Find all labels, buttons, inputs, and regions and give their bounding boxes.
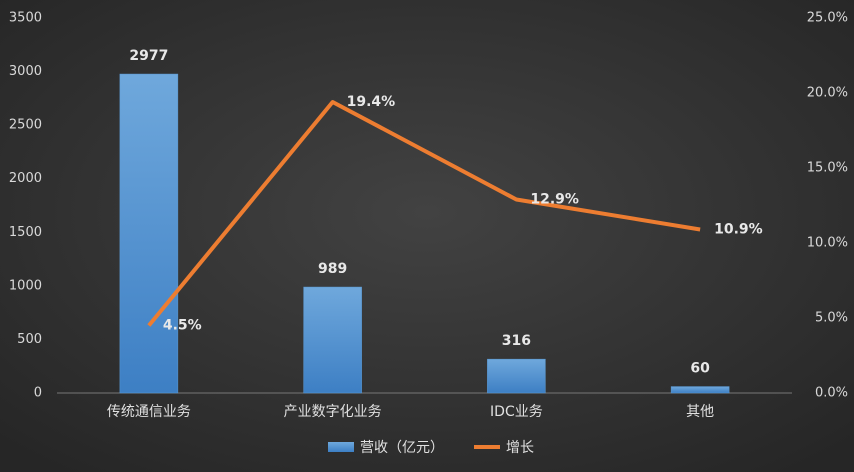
x-tick-label: 其他 [686, 404, 714, 420]
y-tick-label: 3000 [9, 64, 42, 79]
y2-tick-label: 20.0% [807, 86, 848, 101]
x-tick-label: IDC业务 [490, 404, 543, 420]
line-value-label: 10.9% [714, 222, 763, 238]
y-tick-label: 1500 [9, 225, 42, 240]
y2-tick-label: 5.0% [815, 311, 848, 326]
bar [119, 73, 179, 394]
bar-value-label: 316 [502, 333, 531, 349]
legend-label: 增长 [506, 440, 534, 456]
y-tick-label: 500 [17, 332, 42, 347]
line-value-label: 19.4% [347, 94, 396, 110]
y-tick-label: 2000 [9, 171, 42, 186]
line [147, 100, 701, 327]
line-value-label: 4.5% [163, 318, 202, 334]
legend-swatch [328, 442, 354, 452]
bar-value-label: 989 [318, 261, 347, 277]
bar-value-label: 2977 [129, 48, 168, 64]
y2-tick-label: 0.0% [815, 386, 848, 401]
bar [670, 386, 730, 394]
x-tick-label: 产业数字化业务 [284, 404, 382, 420]
y2-tick-label: 25.0% [807, 11, 848, 26]
y2-tick-label: 10.0% [807, 236, 848, 251]
y-tick-label: 2500 [9, 118, 42, 133]
bar [487, 358, 546, 394]
y-tick-label: 3500 [9, 11, 42, 26]
y2-tick-label: 15.0% [807, 161, 848, 176]
x-tick-label: 传统通信业务 [107, 404, 191, 420]
bar-value-label: 60 [690, 361, 710, 377]
y-tick-label: 1000 [9, 278, 42, 293]
line-value-label: 12.9% [530, 192, 579, 208]
y-tick-label: 0 [34, 386, 42, 401]
legend-label: 营收（亿元） [360, 440, 444, 456]
bar [303, 286, 362, 394]
